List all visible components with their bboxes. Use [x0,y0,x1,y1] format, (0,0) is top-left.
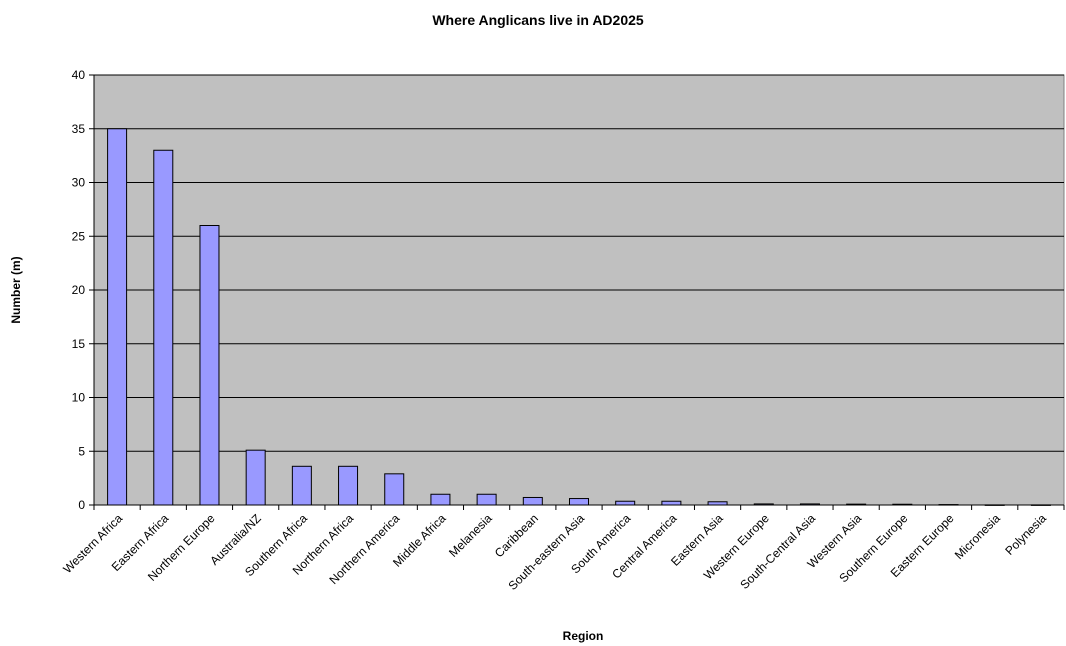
bar [245,449,266,506]
y-tick-label: 20 [72,283,86,297]
bar [661,500,682,506]
y-tick-label: 40 [72,68,86,82]
bar [153,149,174,506]
y-axis-title: Number (m) [9,256,23,323]
bar [384,473,405,506]
bar [107,128,128,506]
y-tick-label: 25 [72,229,86,243]
y-tick-label: 15 [72,337,86,351]
y-tick-labels: 0 5 10 15 20 25 30 35 40 [72,68,94,512]
bar [338,465,359,506]
bar [476,493,497,506]
bar [199,225,220,506]
bar-series [107,128,1051,506]
bar [430,493,451,506]
bar [615,500,636,506]
y-tick-label: 35 [72,122,86,136]
x-tick-label: Caribbean [492,511,541,560]
x-tick-label: Micronesia [952,511,1003,562]
y-tick-label: 10 [72,391,86,405]
y-tick-label: 30 [72,176,86,190]
y-tick-label: 0 [78,498,85,512]
chart-title: Where Anglicans live in AD2025 [432,12,644,28]
y-tick-label: 5 [78,444,85,458]
x-tick-label: Melanesia [446,511,495,560]
bar [291,465,312,506]
x-axis-title: Region [563,629,604,643]
bar [522,496,543,506]
x-tick-label: Polynesia [1002,511,1049,558]
bar [569,498,589,506]
